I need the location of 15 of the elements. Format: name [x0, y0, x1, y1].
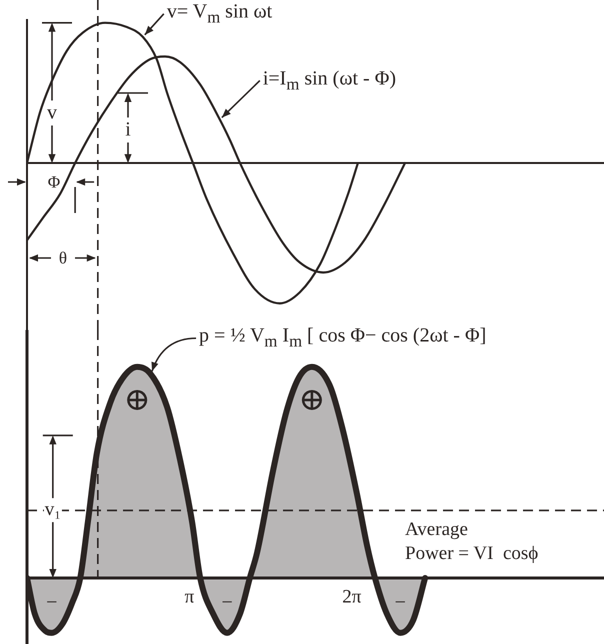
series-label: p = ½ V$_{m}$ I$_{m}$ [ cos Φ− cos (2ωt - Φ]	[199, 324, 486, 353]
annotation: i	[124, 118, 132, 142]
annotation: −	[46, 590, 58, 616]
annotation: ⊕	[298, 380, 326, 419]
text: i=I$_{m}$ sin (ωt - Φ)	[262, 66, 396, 95]
annotation: ⊕	[124, 380, 151, 419]
x-tick-label: π	[184, 586, 195, 608]
x-tick-label: 2π	[342, 586, 362, 608]
annotation: θ	[58, 247, 68, 269]
annotation: v	[46, 100, 58, 126]
annotation: −	[394, 590, 406, 616]
legend-label: v= V$_{m}$ sin ωt	[166, 0, 272, 28]
annotation: −	[221, 590, 233, 616]
annotation: v₁	[44, 498, 62, 522]
ref-line-label: Average Power = VI cosϕ	[405, 518, 538, 566]
